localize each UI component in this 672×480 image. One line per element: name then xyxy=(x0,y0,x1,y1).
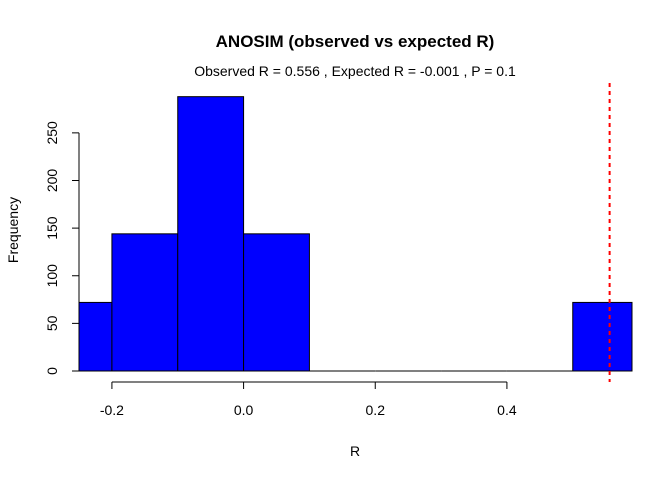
x-tick-label: 0.4 xyxy=(497,402,517,418)
histogram-bar xyxy=(572,301,633,372)
chart-title: ANOSIM (observed vs expected R) xyxy=(216,32,495,51)
y-tick-label: 150 xyxy=(44,216,60,240)
y-axis: 0 50 100 150 200 250 xyxy=(44,121,80,375)
histogram-bar xyxy=(177,96,245,372)
chart-subtitle: Observed R = 0.556 , Expected R = -0.001… xyxy=(194,63,516,79)
x-tick-label: -0.2 xyxy=(100,402,124,418)
y-tick-label: 200 xyxy=(44,169,60,193)
x-tick-label: 0.2 xyxy=(366,402,386,418)
x-tick-label: 0.0 xyxy=(234,402,254,418)
histogram-bar xyxy=(111,233,179,372)
y-tick-label: 100 xyxy=(44,264,60,288)
x-axis: -0.2 0.0 0.2 0.4 xyxy=(100,381,517,418)
y-tick-label: 50 xyxy=(44,315,60,331)
histogram-bars xyxy=(78,96,633,372)
x-axis-label: R xyxy=(350,443,360,459)
y-tick-label: 250 xyxy=(44,121,60,145)
y-axis-label: Frequency xyxy=(5,197,21,263)
y-tick-label: 0 xyxy=(44,367,60,375)
histogram-bar xyxy=(243,233,310,372)
histogram-bar xyxy=(78,301,113,372)
